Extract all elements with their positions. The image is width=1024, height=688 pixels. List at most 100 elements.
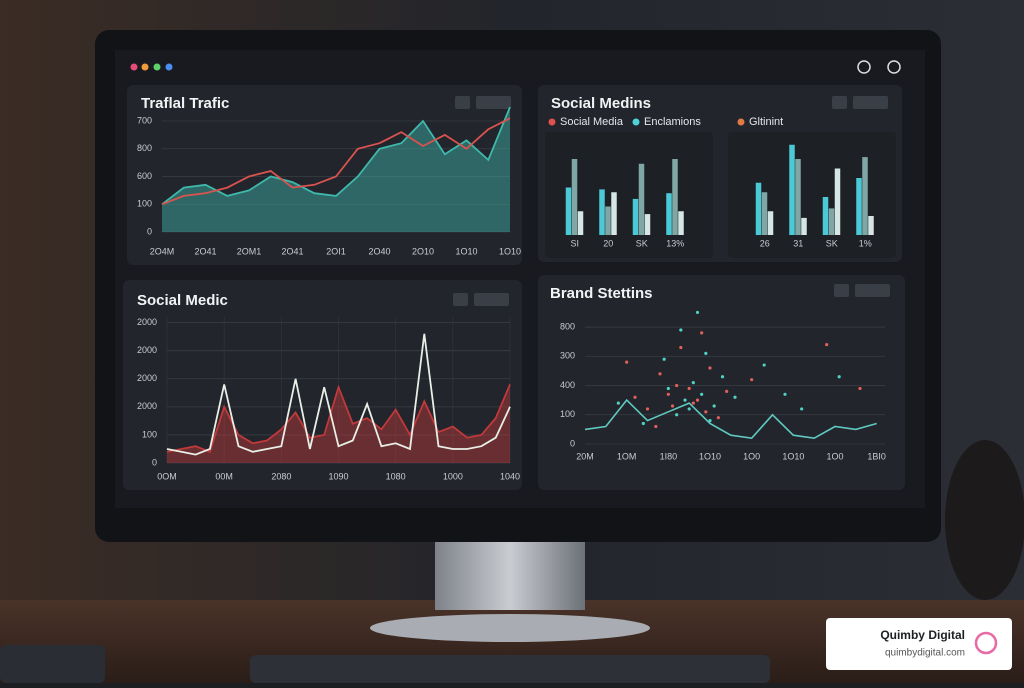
- window-dot: [141, 63, 149, 71]
- x-tick-label: 1I80: [660, 451, 678, 461]
- x-tick-label: 20M: [576, 451, 594, 461]
- bar: [755, 182, 762, 235]
- legend-marker: [548, 118, 556, 126]
- bar: [822, 197, 829, 235]
- y-tick-label: 0: [147, 226, 152, 236]
- brand-card: [826, 618, 1012, 670]
- bar: [862, 157, 868, 235]
- point: [704, 410, 708, 414]
- x-tick-label: 1BI0: [867, 451, 886, 461]
- point: [733, 395, 737, 399]
- panel: [127, 85, 522, 265]
- point: [662, 357, 666, 361]
- bar: [761, 192, 768, 235]
- point: [616, 401, 620, 405]
- y-tick-label: 2000: [137, 317, 157, 327]
- point: [800, 407, 804, 411]
- bar: [666, 193, 672, 235]
- bar: [605, 206, 611, 235]
- x-tick-label: 0OM: [157, 471, 177, 481]
- point: [666, 386, 670, 391]
- panel-menu[interactable]: [853, 96, 888, 109]
- x-tick-label: 20: [603, 238, 613, 248]
- point: [708, 366, 712, 370]
- chart-title: Social Medins: [551, 95, 651, 112]
- line: [166, 384, 511, 453]
- panel-button[interactable]: [834, 284, 849, 297]
- panel-button[interactable]: [455, 96, 470, 109]
- y-tick-label: 600: [137, 171, 152, 181]
- point: [783, 392, 787, 396]
- panel-menu[interactable]: [855, 284, 890, 297]
- point: [687, 386, 691, 391]
- bar: [856, 178, 862, 235]
- bar: [577, 211, 584, 235]
- settings-icon[interactable]: [887, 60, 901, 74]
- x-tick-label: 1090: [328, 471, 348, 481]
- legend-label: Enclamions: [644, 116, 701, 128]
- bar: [638, 163, 645, 235]
- point: [708, 419, 712, 423]
- x-tick-label: SK: [636, 238, 648, 248]
- x-tick-label: 1O10: [782, 451, 804, 461]
- y-tick-label: 0: [152, 457, 157, 467]
- window-dot: [153, 63, 161, 71]
- x-tick-label: 2O41: [194, 246, 216, 256]
- point: [700, 331, 704, 335]
- bar: [767, 211, 774, 235]
- y-tick-label: 100: [142, 429, 157, 439]
- area: [162, 107, 510, 232]
- point: [837, 375, 841, 379]
- bar: [789, 144, 795, 235]
- point: [666, 392, 670, 396]
- point: [654, 424, 658, 429]
- bar: [828, 208, 835, 235]
- bar: [611, 192, 617, 235]
- point: [712, 404, 716, 408]
- x-tick-label: 13%: [666, 238, 684, 248]
- point: [633, 395, 637, 399]
- panel-menu[interactable]: [474, 293, 509, 306]
- x-tick-label: 00M: [215, 471, 233, 481]
- line: [584, 398, 877, 440]
- chart-title: Brand Stettins: [550, 285, 653, 302]
- vase: [945, 440, 1024, 600]
- point: [700, 392, 704, 396]
- y-tick-label: 800: [560, 321, 575, 331]
- x-tick-label: 2OM1: [237, 246, 262, 256]
- panel-menu[interactable]: [476, 96, 511, 109]
- bar: [795, 159, 801, 235]
- point: [675, 413, 679, 417]
- x-tick-label: 31: [793, 238, 803, 248]
- y-tick-label: 400: [560, 380, 575, 390]
- y-tick-label: 700: [137, 115, 152, 125]
- point: [691, 380, 695, 385]
- line: [166, 333, 511, 456]
- user-icon[interactable]: [857, 60, 871, 74]
- point: [691, 401, 695, 405]
- legend-label: Social Media: [560, 116, 624, 128]
- chart-title: Social Medic: [137, 292, 228, 309]
- bar: [565, 187, 572, 235]
- x-tick-label: SI: [570, 238, 579, 248]
- point: [658, 372, 662, 376]
- panel-button[interactable]: [453, 293, 468, 306]
- x-tick-label: 2O4M: [150, 246, 175, 256]
- point: [762, 363, 766, 367]
- legend-marker: [632, 118, 640, 126]
- bar: [571, 159, 578, 235]
- point: [670, 404, 675, 408]
- legend-marker: [737, 118, 745, 126]
- chart-title: Traflal Trafic: [141, 95, 229, 112]
- x-tick-label: 1OM: [617, 451, 637, 461]
- panel-button[interactable]: [832, 96, 847, 109]
- y-tick-label: 2000: [137, 401, 157, 411]
- panel: [538, 275, 905, 490]
- x-tick-label: 26: [760, 238, 770, 248]
- x-tick-label: 1O10: [455, 246, 477, 256]
- point: [725, 389, 729, 393]
- keyboard: [250, 655, 770, 683]
- x-tick-label: 2OI1: [326, 246, 346, 256]
- x-tick-label: 2O40: [368, 246, 390, 256]
